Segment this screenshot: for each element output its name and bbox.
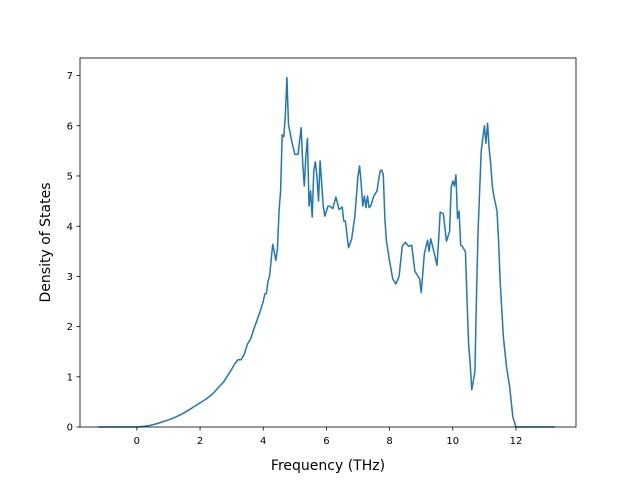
y-tick-label: 5 (67, 172, 73, 183)
y-tick-label: 6 (67, 121, 73, 132)
y-tick-label: 7 (67, 71, 73, 82)
x-tick-label: 2 (197, 436, 203, 447)
x-tick-label: 8 (386, 436, 392, 447)
series-line-dos (98, 76, 555, 428)
y-tick-label: 2 (67, 322, 73, 333)
x-axis-label: Frequency (THz) (271, 458, 385, 474)
y-axis-label: Density of States (38, 183, 54, 303)
x-tick-label: 12 (510, 436, 523, 447)
x-axis: 0 2 4 6 8 10 12 (134, 427, 523, 447)
x-tick-label: 0 (134, 436, 140, 447)
x-tick-label: 4 (260, 436, 266, 447)
y-tick-label: 4 (67, 222, 73, 233)
plot-area (98, 76, 555, 428)
y-tick-label: 1 (67, 372, 73, 383)
axes-frame (79, 57, 577, 428)
y-axis: 0 1 2 3 4 5 6 7 (67, 71, 80, 434)
y-tick-label: 3 (67, 272, 73, 283)
x-tick-label: 10 (446, 436, 459, 447)
y-tick-label: 0 (67, 423, 73, 434)
x-tick-label: 6 (323, 436, 329, 447)
